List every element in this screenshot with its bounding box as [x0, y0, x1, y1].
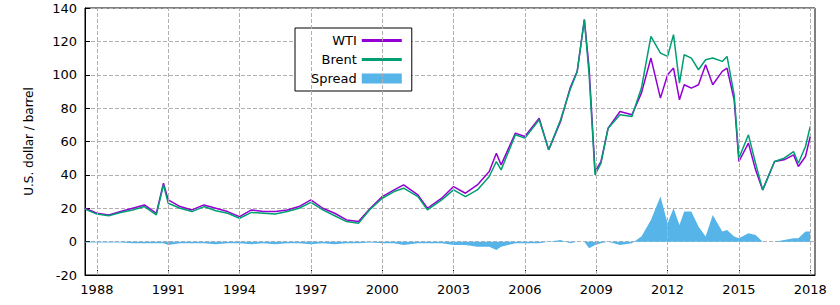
- svg-text:1988: 1988: [80, 282, 113, 297]
- svg-text:2000: 2000: [366, 282, 399, 297]
- svg-text:2015: 2015: [722, 282, 755, 297]
- svg-text:40: 40: [60, 167, 77, 182]
- svg-text:WTI: WTI: [332, 33, 357, 48]
- svg-text:2006: 2006: [508, 282, 541, 297]
- svg-text:2012: 2012: [651, 282, 684, 297]
- svg-text:60: 60: [60, 134, 77, 149]
- svg-text:1994: 1994: [223, 282, 256, 297]
- svg-text:1991: 1991: [152, 282, 185, 297]
- svg-text:20: 20: [60, 201, 77, 216]
- svg-text:2003: 2003: [437, 282, 470, 297]
- svg-text:2009: 2009: [580, 282, 613, 297]
- svg-text:100: 100: [52, 67, 77, 82]
- svg-text:Brent: Brent: [321, 52, 356, 67]
- svg-text:1997: 1997: [294, 282, 327, 297]
- svg-text:80: 80: [60, 101, 77, 116]
- svg-text:120: 120: [52, 34, 77, 49]
- svg-text:-20: -20: [56, 268, 77, 283]
- svg-text:2018: 2018: [794, 282, 827, 297]
- svg-text:0: 0: [69, 234, 77, 249]
- svg-text:140: 140: [52, 1, 77, 16]
- svg-text:U.S. dollar / barrel: U.S. dollar / barrel: [22, 87, 36, 196]
- svg-text:Spread: Spread: [311, 71, 357, 86]
